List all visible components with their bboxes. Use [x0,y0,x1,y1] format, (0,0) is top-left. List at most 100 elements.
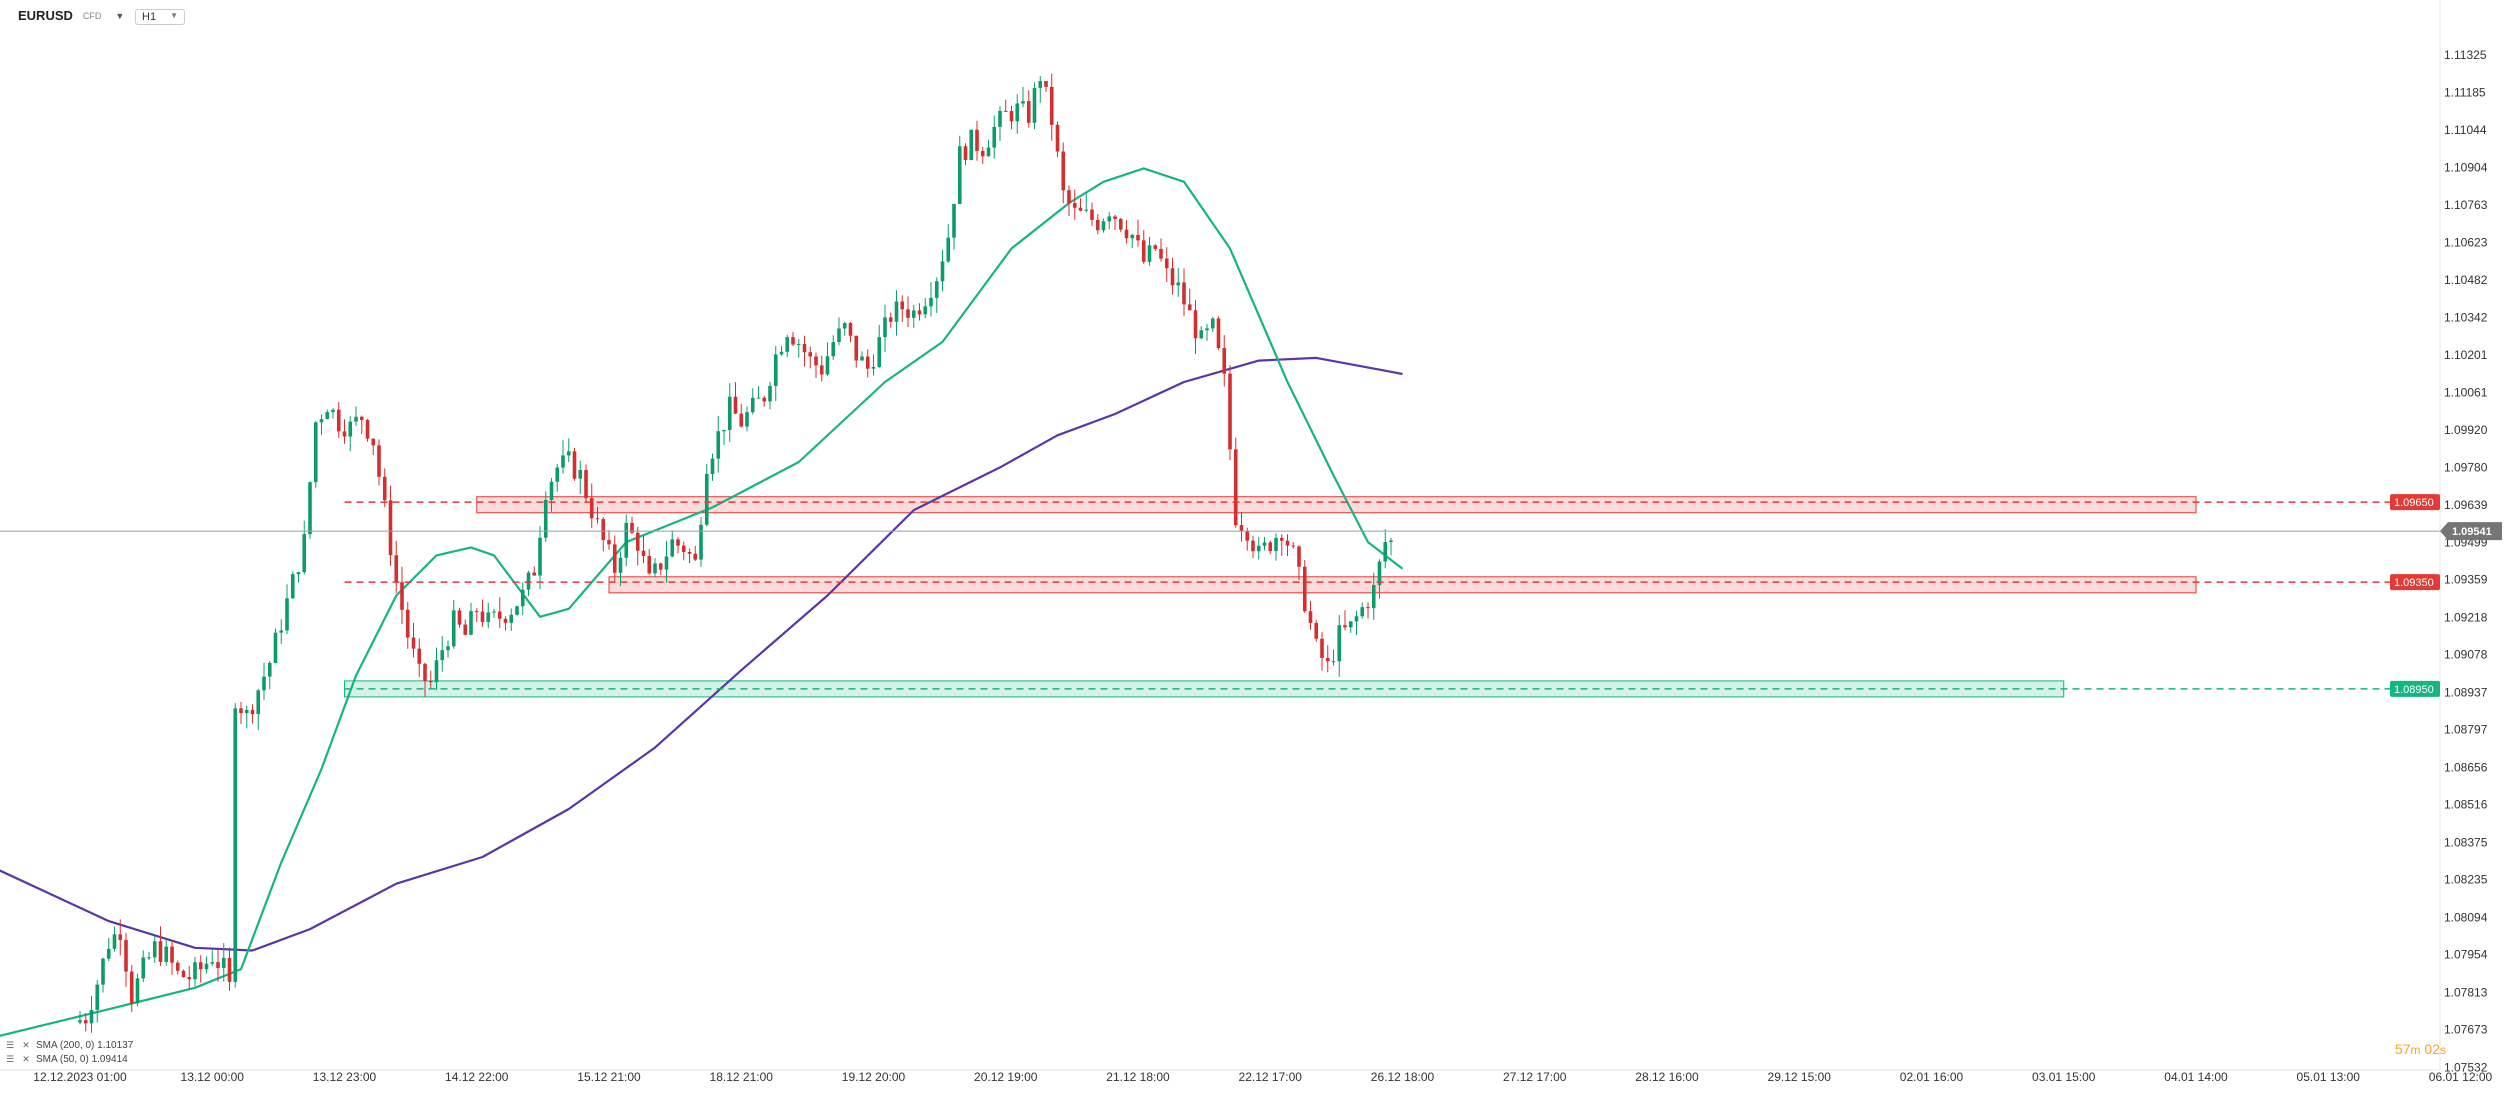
candle-body [411,637,416,649]
candle-body [1308,611,1313,623]
candle-body [1205,328,1209,331]
candle-body [83,1020,88,1024]
candle-body [1072,202,1077,208]
candle-body [773,354,778,386]
candle-body [394,555,399,583]
x-tick-label: 26.12 18:00 [1371,1070,1435,1084]
candle-body [520,589,525,607]
y-tick-label: 1.08235 [2444,873,2488,887]
candle-body [164,946,169,962]
candle-body [1383,541,1388,562]
menu-icon[interactable]: ☰ [5,1054,15,1064]
x-tick-label: 27.12 17:00 [1503,1070,1567,1084]
candle-body [1222,348,1227,374]
chevron-down-icon: ▼ [170,11,178,20]
close-icon[interactable]: ✕ [22,1040,30,1050]
x-tick-label: 22.12 17:00 [1239,1070,1303,1084]
candle-body [135,978,140,1004]
level-tag: 1.09650 [2390,494,2440,511]
y-tick-label: 1.09359 [2444,573,2488,587]
candle-body [883,317,887,338]
candle-body [313,422,318,483]
candle-body [210,962,215,964]
legend-sma-200[interactable]: ☰ ✕ SMA (200, 0) 1.10137 [4,1040,133,1051]
candle-body [618,557,623,573]
candle-body [641,550,646,557]
candle-body [216,962,220,968]
candle-body [325,412,330,420]
candle-body [946,237,951,262]
candle-body [1348,621,1353,628]
candle-body [848,323,853,336]
y-tick-label: 1.08094 [2444,910,2488,924]
candle-body [1107,216,1112,222]
symbol-label[interactable]: EURUSD [18,8,73,23]
y-tick-label: 1.08516 [2444,798,2488,812]
candle-body [486,612,491,622]
candle-body [469,611,473,635]
timer-seconds-unit: s [2440,1043,2446,1057]
candle-body [1067,190,1071,203]
timer-seconds: 02 [2424,1041,2440,1057]
candle-body [1216,318,1221,349]
candle-body [405,609,410,638]
candle-body [923,306,928,315]
menu-icon[interactable]: ☰ [5,1040,15,1050]
candle-body [860,356,864,361]
close-icon[interactable]: ✕ [22,1054,30,1064]
x-tick-label: 21.12 18:00 [1106,1070,1170,1084]
timeframe-label: H1 [142,11,157,23]
candle-body [377,445,381,477]
level-tag-bg [2390,494,2440,511]
candle-body [825,356,830,375]
candle-body [256,690,261,715]
y-tick-label: 1.08375 [2444,835,2488,849]
price-tags: 1.09541 1.09650 1.09350 1.08950 [2390,494,2502,697]
candle-body [474,611,479,613]
timeframe-select[interactable]: H1 ▼ [135,9,185,25]
candle-body [1182,282,1186,305]
level-tag-label: 1.09350 [2394,577,2434,589]
candle-body [699,524,703,560]
candle-body [1343,625,1347,628]
candle-body [561,455,565,468]
candle-body [1199,330,1204,339]
candle-body [319,419,324,423]
current-price-tag: 1.09541 [2440,522,2502,541]
y-tick-label: 1.10623 [2444,235,2488,249]
candle-body [158,941,163,962]
candle-body [1118,218,1123,230]
candle-body [785,337,790,352]
candle-body [273,632,278,663]
x-tick-label: 04.01 14:00 [2164,1070,2228,1084]
candle-body [187,977,192,980]
candle-body [1141,240,1146,262]
candle-body [865,356,870,369]
candle-body [1314,622,1319,639]
candle-body [463,624,468,635]
y-axis[interactable]: 1.11325 1.11185 1.11044 1.10904 1.10763 1.106… [2444,48,2488,1074]
candle-body [1130,234,1135,239]
candle-body [509,614,514,623]
timer-minutes: 57 [2394,1041,2411,1057]
symbol-type-label: CFD [82,10,102,21]
x-axis[interactable]: 12.12.2023 01:00 13.12 00:00 13.12 23:00 14… [33,1070,2492,1084]
candle-body [745,412,749,427]
candle-body [802,344,807,353]
candle-body [1354,616,1359,622]
candle-body [492,611,496,613]
candle-body [526,572,531,590]
candle-body [382,476,387,501]
legend-sma-50[interactable]: ☰ ✕ SMA (50, 0) 1.09414 [4,1054,128,1065]
candle-body [1084,209,1089,211]
level-tag-label: 1.08950 [2394,684,2434,696]
chevron-down-icon[interactable]: ▼ [115,10,125,21]
candle-body [929,297,933,307]
candle-body [538,537,542,576]
candle-body [837,328,841,343]
candle-body [710,458,715,474]
candle-body [555,467,560,482]
candle-body [543,500,548,538]
candle-body [1325,657,1330,662]
